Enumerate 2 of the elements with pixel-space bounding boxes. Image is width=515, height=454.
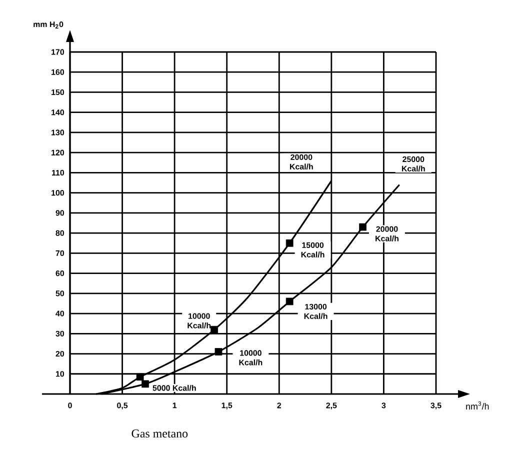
x-axis-title: nm$^{3}$/h	[466, 402, 489, 410]
text: Gas metano	[132, 430, 188, 438]
